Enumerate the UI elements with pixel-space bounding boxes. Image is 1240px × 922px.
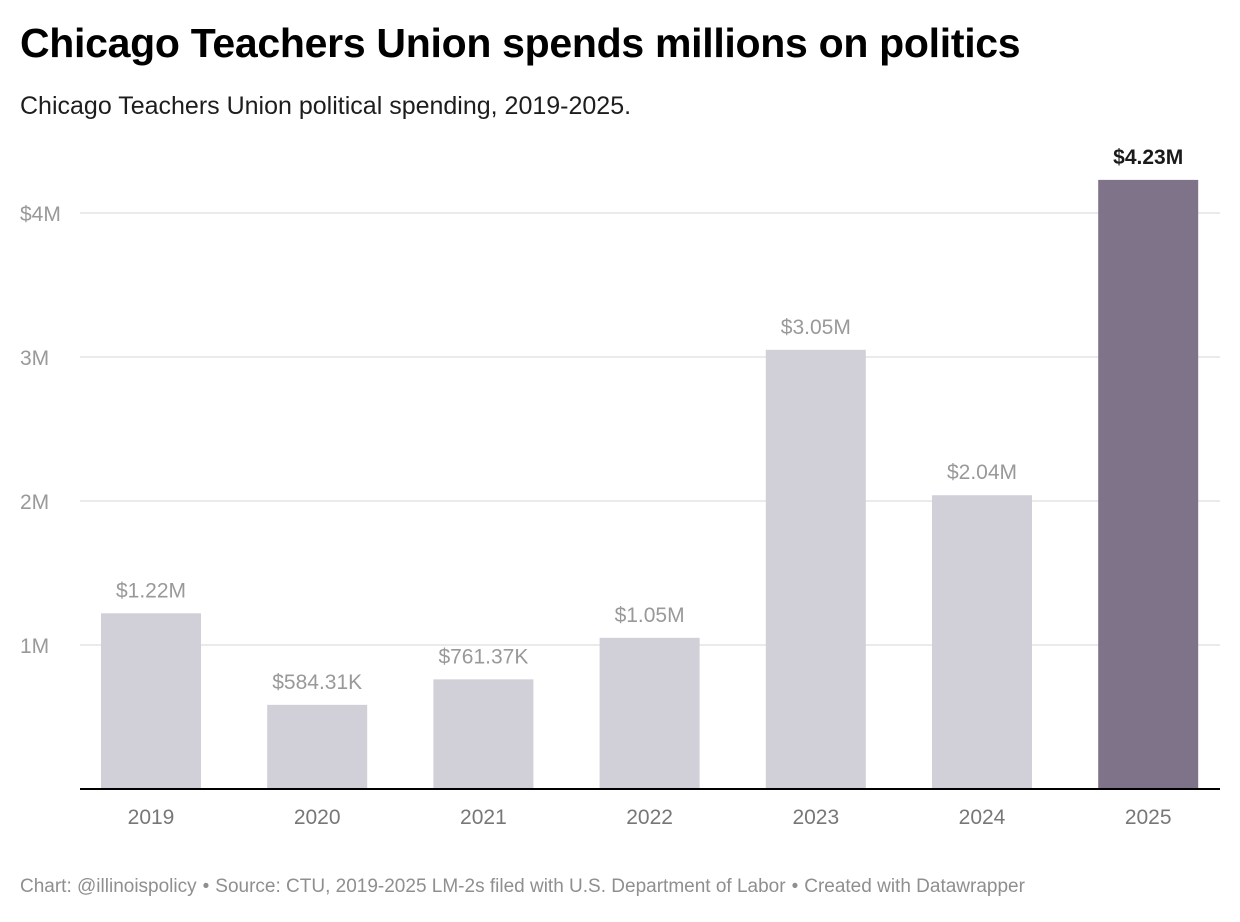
chart-source: Source: CTU, 2019-2025 LM-2s filed with …: [215, 876, 786, 897]
bar-2024: [932, 495, 1032, 789]
chart-footer: Chart: @illinoispolicy • Source: CTU, 2019…: [20, 876, 1025, 898]
bar-chart: $1.22M $584.31K $761.37K $1.05M $3.05M $2.04M…: [20, 146, 1220, 829]
gridlines: [80, 212, 1220, 646]
chart-credit: Chart: @illinoispolicy: [20, 876, 197, 897]
data-label-2024: $2.04M: [947, 461, 1017, 484]
bars: [101, 179, 1199, 789]
x-tick-label: 2024: [959, 806, 1006, 829]
x-tick-label: 2020: [294, 806, 341, 829]
y-tick-label: 3M: [20, 347, 49, 370]
x-tick-label: 2022: [626, 806, 673, 829]
bar-2025: [1098, 179, 1199, 789]
bar-2019: [101, 613, 201, 789]
data-label-2020: $584.31K: [272, 671, 362, 694]
chart-tool-credit: Created with Datawrapper: [804, 876, 1025, 897]
bar-2022: [599, 637, 700, 789]
data-label-2025: $4.23M: [1113, 146, 1183, 169]
data-label-2022: $1.05M: [615, 604, 685, 627]
data-label-2021: $761.37K: [438, 645, 528, 668]
x-tick-label: 2021: [460, 806, 507, 829]
axes: 1M 2M 3M $4M 2019 2020 2021 2022 2023 2024 2025: [20, 203, 1220, 829]
footer-separator: •: [791, 876, 799, 897]
data-labels: $1.22M $584.31K $761.37K $1.05M $3.05M $2.04M…: [116, 146, 1183, 694]
footer-separator: •: [202, 876, 210, 897]
x-tick-label: 2023: [792, 806, 839, 829]
chart-title: Chicago Teachers Union spends millions o…: [20, 20, 1021, 66]
y-tick-label: 2M: [20, 491, 49, 514]
bar-2023: [765, 349, 866, 789]
chart-subtitle: Chicago Teachers Union political spendin…: [20, 92, 632, 120]
x-tick-label: 2025: [1125, 806, 1172, 829]
bar-2020: [267, 704, 368, 789]
data-label-2023: $3.05M: [781, 316, 851, 339]
bar-2021: [433, 679, 534, 789]
data-label-2019: $1.22M: [116, 579, 186, 602]
y-tick-label: $4M: [20, 203, 61, 226]
y-tick-label: 1M: [20, 635, 49, 658]
x-tick-label: 2019: [128, 806, 175, 829]
